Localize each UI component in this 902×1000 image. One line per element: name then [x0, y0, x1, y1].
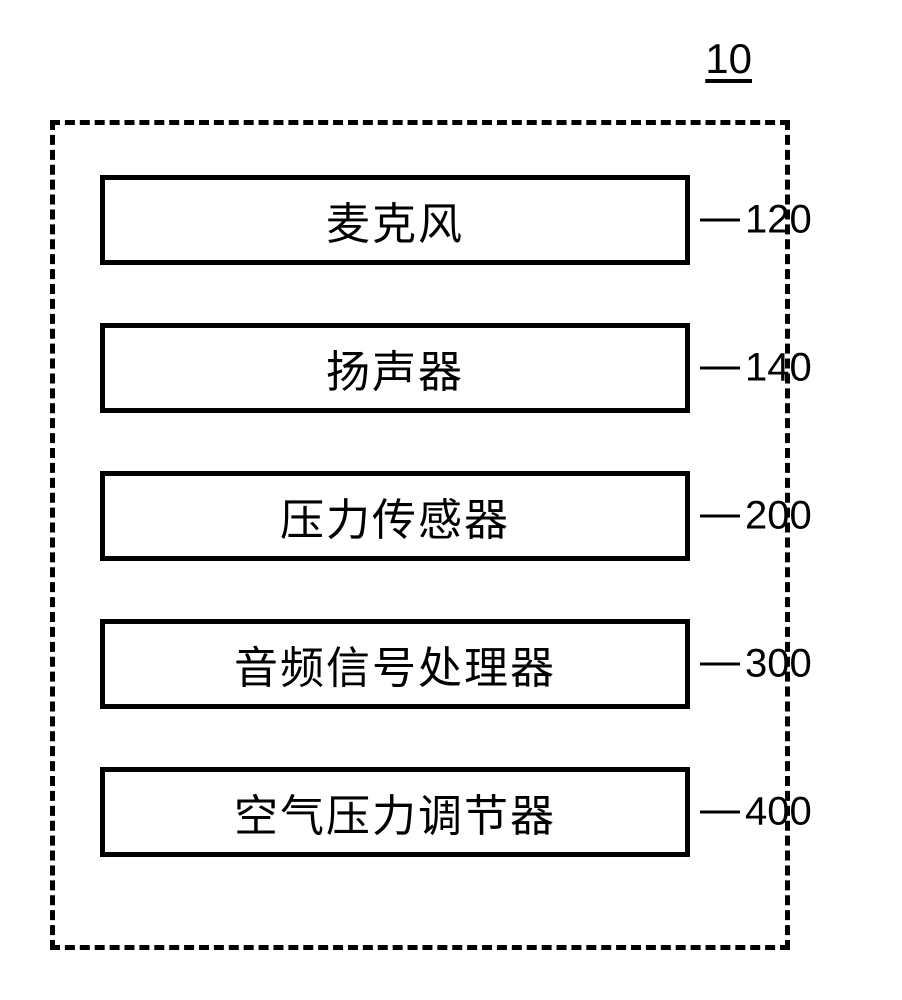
block-reference-number: 400 [745, 790, 812, 835]
block-label: 压力传感器 [280, 484, 510, 548]
leader-line [700, 811, 740, 814]
leader-line [700, 219, 740, 222]
block-reference-number: 300 [745, 642, 812, 687]
system-container: 麦克风 120 扬声器 140 压力传感器 200 音频信号处理器 300 空气… [50, 120, 790, 950]
block-audio-processor: 音频信号处理器 300 [100, 619, 690, 709]
leader-line [700, 367, 740, 370]
block-label: 空气压力调节器 [234, 780, 556, 844]
block-air-pressure-regulator: 空气压力调节器 400 [100, 767, 690, 857]
block-reference-number: 200 [745, 494, 812, 539]
system-reference-number: 10 [705, 35, 752, 83]
leader-line [700, 663, 740, 666]
block-pressure-sensor: 压力传感器 200 [100, 471, 690, 561]
block-reference-number: 140 [745, 346, 812, 391]
block-label: 音频信号处理器 [234, 632, 556, 696]
block-speaker: 扬声器 140 [100, 323, 690, 413]
block-label: 麦克风 [326, 188, 464, 252]
block-reference-number: 120 [745, 198, 812, 243]
block-label: 扬声器 [326, 336, 464, 400]
block-microphone: 麦克风 120 [100, 175, 690, 265]
leader-line [700, 515, 740, 518]
